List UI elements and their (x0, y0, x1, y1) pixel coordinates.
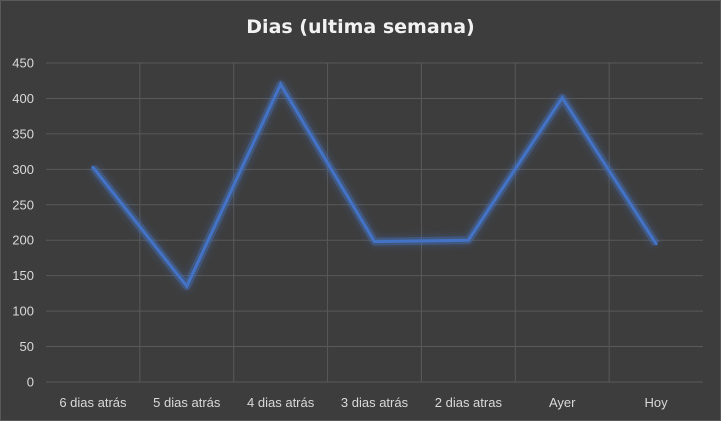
x-axis-labels: 6 dias atrás 5 dias atrás 4 dias atrás 3 di… (59, 395, 668, 410)
y-tick-label: 150 (12, 268, 34, 283)
x-tick-label: 6 dias atrás (59, 395, 127, 410)
y-tick-label: 300 (12, 162, 34, 177)
series-layer (89, 80, 660, 291)
x-tick-label: 4 dias atrás (247, 395, 315, 410)
y-tick-label: 50 (20, 339, 34, 354)
x-tick-label: Ayer (549, 395, 576, 410)
x-tick-label: 5 dias atrás (153, 395, 221, 410)
chart-title: Dias (ultima semana) (246, 16, 475, 38)
y-tick-label: 250 (12, 197, 34, 212)
y-tick-label: 400 (12, 91, 34, 106)
x-tick-label: Hoy (645, 395, 669, 410)
y-tick-label: 200 (12, 233, 34, 248)
x-tick-label: 2 dias atras (435, 395, 503, 410)
x-tick-label: 3 dias atrás (341, 395, 409, 410)
y-tick-label: 350 (12, 126, 34, 141)
y-tick-label: 0 (27, 375, 34, 390)
y-tick-label: 450 (12, 56, 34, 71)
gridlines (46, 62, 703, 383)
series-line (91, 81, 658, 290)
y-axis-labels: 0 50 100 150 200 250 300 350 400 450 (12, 56, 34, 390)
y-tick-label: 100 (12, 304, 34, 319)
